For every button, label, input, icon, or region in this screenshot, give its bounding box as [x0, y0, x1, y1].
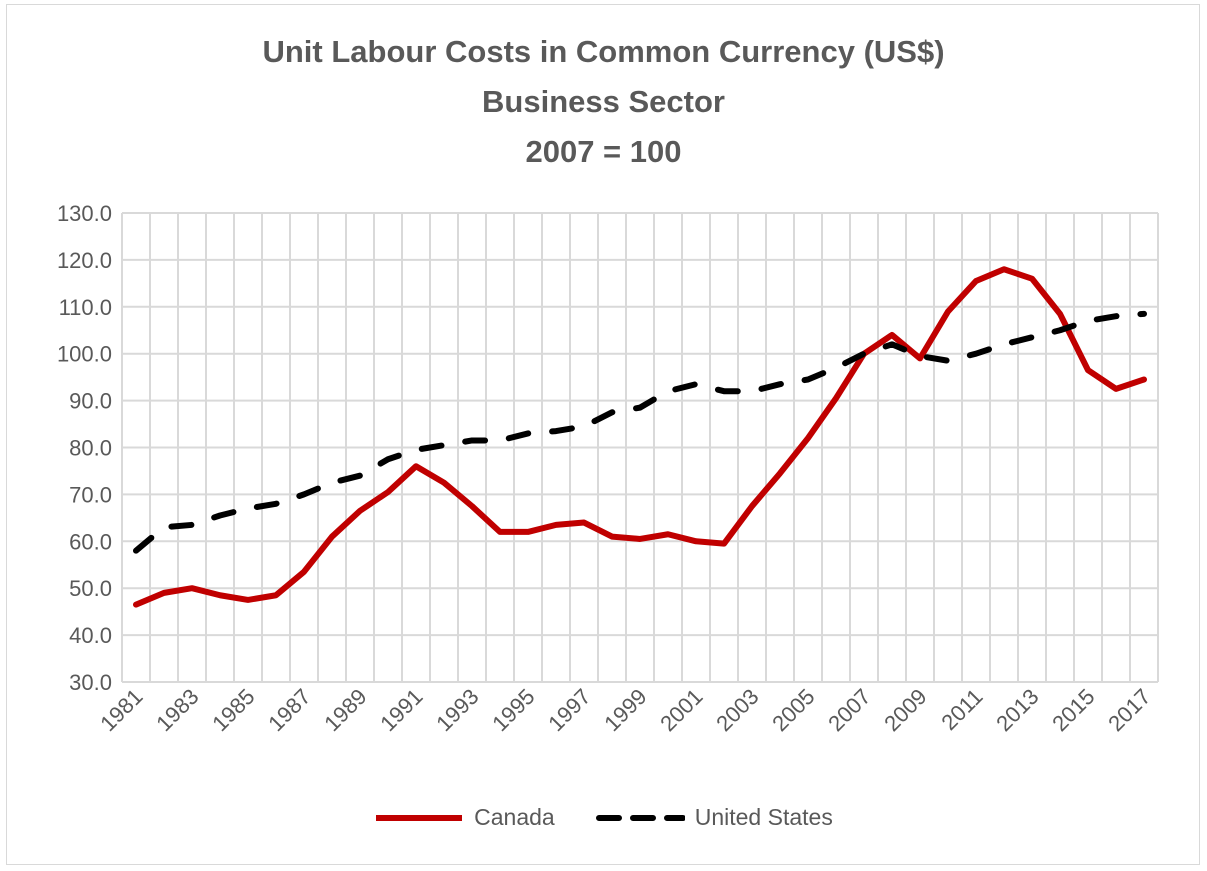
y-tick-label: 50.0 [69, 576, 112, 601]
series-line-canada [133, 266, 1147, 608]
y-tick-label: 110.0 [59, 295, 112, 320]
y-tick-label: 130.0 [57, 201, 112, 226]
x-tick-label: 2003 [711, 684, 763, 736]
x-tick-label: 1991 [375, 684, 427, 736]
x-tick-label: 1995 [487, 684, 539, 736]
x-tick-label: 1997 [543, 684, 595, 736]
y-tick-label: 40.0 [69, 623, 112, 648]
y-tick-label: 60.0 [69, 529, 112, 554]
y-tick-label: 120.0 [57, 248, 112, 273]
chart-frame [6, 4, 1200, 865]
y-tick-label: 70.0 [69, 482, 112, 507]
legend-item-canada: Canada [374, 804, 555, 831]
series-line-united-states [133, 310, 1147, 554]
x-tick-label: 2005 [767, 684, 819, 736]
chart-title: Unit Labour Costs in Common Currency (US… [262, 34, 945, 69]
x-tick-label: 2007 [823, 684, 875, 736]
x-tick-label: 2013 [991, 684, 1043, 736]
x-tick-label: 2001 [655, 684, 707, 736]
x-tick-label: 1999 [599, 684, 651, 736]
x-tick-label: 1985 [207, 684, 259, 736]
legend-label: United States [694, 804, 833, 830]
x-tick-label: 1989 [319, 684, 371, 736]
x-tick-label: 2017 [1103, 684, 1155, 736]
chart-subtitle-base: 2007 = 100 [525, 134, 682, 169]
legend-item-united-states: United States [595, 804, 833, 831]
y-tick-label: 100.0 [57, 342, 112, 367]
x-tick-label: 2011 [936, 684, 987, 735]
y-tick-label: 90.0 [69, 389, 112, 414]
x-tick-label: 1993 [431, 684, 483, 736]
x-tick-label: 1987 [263, 684, 315, 736]
legend-label: Canada [474, 804, 555, 830]
y-tick-label: 80.0 [69, 436, 112, 461]
x-tick-label: 2009 [879, 684, 931, 736]
x-tick-label: 1983 [151, 684, 203, 736]
y-tick-label: 30.0 [69, 670, 112, 695]
x-tick-label: 2015 [1047, 684, 1099, 736]
legend: Canada United States [0, 804, 1207, 831]
chart-subtitle: Business Sector [482, 84, 725, 119]
